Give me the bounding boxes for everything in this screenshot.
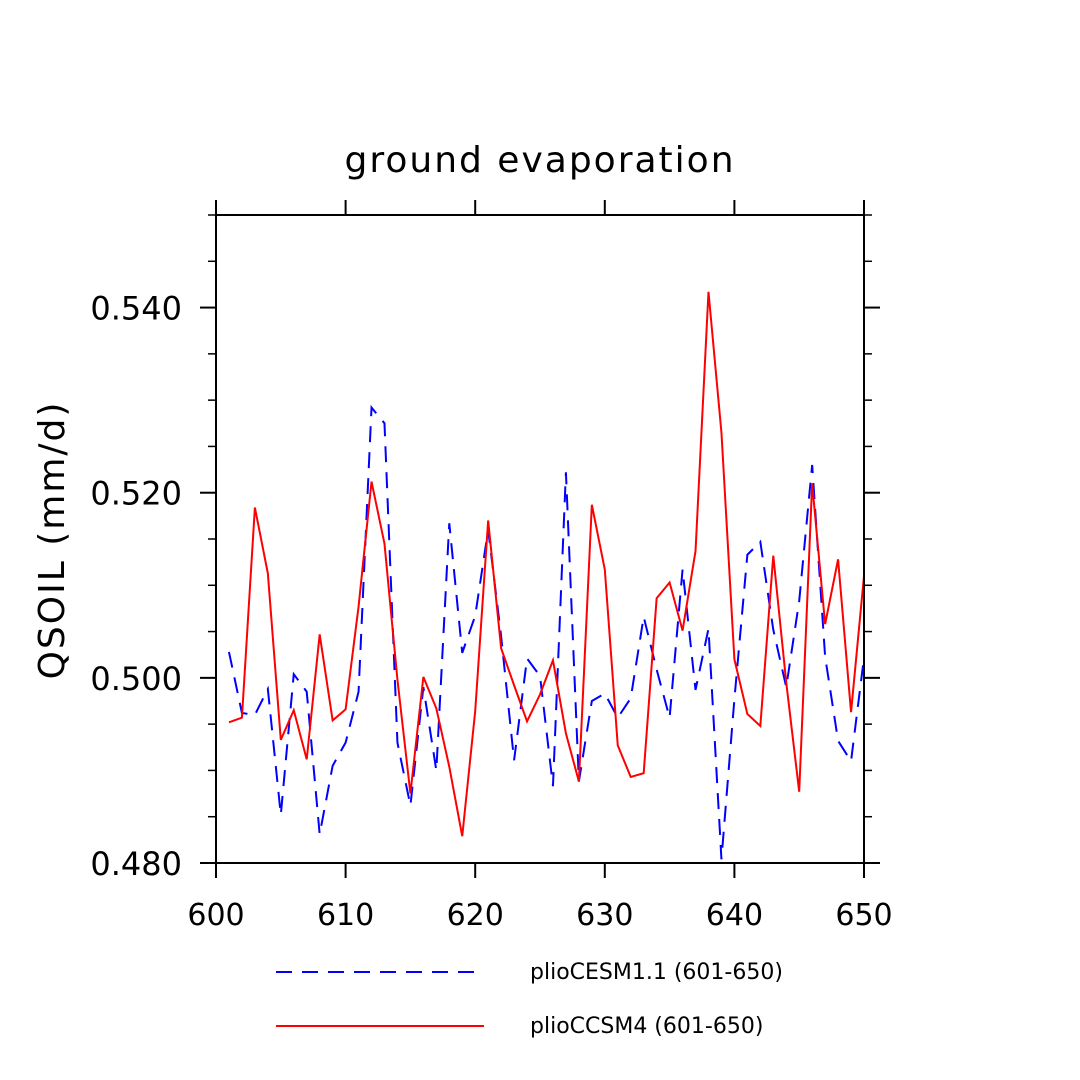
x-tick-label: 600 (187, 898, 244, 933)
y-axis-label: QSOIL (mm/d) (32, 401, 73, 680)
x-tick-label: 630 (576, 898, 633, 933)
series-line-ccsm (228, 291, 865, 837)
x-tick-label: 620 (447, 898, 504, 933)
y-tick-label: 0.480 (90, 845, 182, 883)
chart-title: ground evaporation (344, 140, 735, 181)
x-tick-label: 610 (317, 898, 374, 933)
legend: plioCESM1.1 (601-650) plioCCSM4 (601-650… (276, 960, 783, 1039)
y-tick-label: 0.500 (90, 660, 182, 698)
y-tick-label: 0.520 (90, 475, 182, 513)
x-tick-label: 650 (835, 898, 892, 933)
legend-label-ccsm: plioCCSM4 (601-650) (530, 1014, 763, 1039)
x-tick-label: 640 (706, 898, 763, 933)
legend-label-cesm: plioCESM1.1 (601-650) (530, 960, 783, 985)
y-tick-label: 0.540 (90, 290, 182, 328)
series-line-cesm (227, 404, 865, 860)
